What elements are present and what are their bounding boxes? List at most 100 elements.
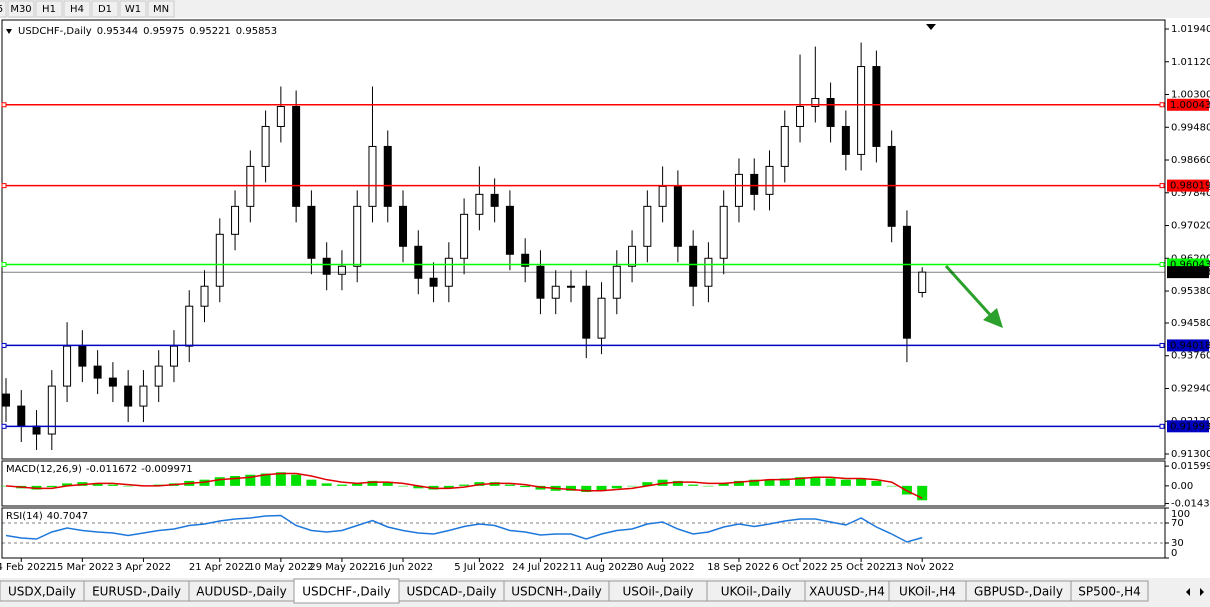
candle-body [780, 125, 789, 167]
timeframe-label[interactable]: H1 [42, 4, 56, 15]
tab[interactable]: USDCNH-,Daily [503, 580, 610, 602]
tab[interactable]: USDX,Daily [0, 580, 85, 602]
timeframe-button[interactable] [63, 0, 91, 18]
level-tag [1167, 420, 1209, 433]
timeframe-button[interactable] [0, 0, 7, 18]
tab[interactable]: UKOil-,Daily [706, 580, 806, 602]
candle-body [918, 271, 927, 293]
candle-body [628, 245, 637, 267]
candle-body [841, 125, 850, 155]
x-tick-label: 25 Oct 2022 [830, 562, 892, 573]
rsi-y-tick-label: 30 [1171, 538, 1184, 549]
tab[interactable]: SP500-,H4 [1070, 580, 1149, 602]
scroll-right[interactable] [1200, 588, 1204, 596]
macd-bar [92, 483, 103, 486]
rsi-value: 40.7047 [47, 511, 88, 522]
timeframe-label[interactable]: D1 [98, 4, 112, 15]
macd-bar [291, 474, 302, 486]
tab-label[interactable]: AUDUSD-,Daily [196, 585, 286, 599]
tab-label[interactable]: GBPUSD-,Daily [974, 585, 1063, 599]
macd-bar [230, 475, 241, 486]
macd-bar [795, 477, 806, 486]
tab-label[interactable]: USDX,Daily [8, 585, 76, 599]
candle-body [734, 173, 743, 207]
candle-body [689, 245, 698, 287]
macd-bar [398, 485, 409, 487]
timeframe-label[interactable]: H4 [70, 4, 84, 15]
macd-y-tick-label: 0.01599 [1171, 461, 1210, 472]
tab[interactable]: AUDUSD-,Daily [188, 580, 295, 602]
tab[interactable]: GBPUSD-,Daily [965, 580, 1072, 602]
ohlc-value: 0.95853 [236, 26, 277, 37]
timeframe-label[interactable]: M30 [10, 4, 31, 15]
x-tick-label: 24 Jul 2022 [512, 562, 569, 573]
macd-panel [1, 460, 1166, 507]
candle-body [78, 345, 87, 367]
timeframe-label[interactable]: W1 [125, 4, 141, 15]
tab-label[interactable]: USDCNH-,Daily [511, 585, 602, 599]
tab-label[interactable]: EURUSD-,Daily [92, 585, 181, 599]
candle-body [307, 205, 316, 259]
candle-body [719, 205, 728, 259]
price-label: 0.95853 [1170, 267, 1210, 278]
ohlc-value: 0.95221 [189, 26, 230, 37]
chart-header: USDCHF-,Daily 0.95344 0.95975 0.95221 0.9585… [18, 26, 277, 37]
macd-signal: -0.009971 [141, 464, 192, 475]
timeframe-label[interactable]: 5 [0, 4, 3, 15]
x-tick-label: 5 Jul 2022 [454, 562, 504, 573]
level-label: 1.00043 [1170, 100, 1210, 111]
timeframe-button[interactable] [35, 0, 63, 18]
rsi-panel [1, 507, 1166, 559]
level-handle [1, 423, 7, 429]
level-tag [1167, 339, 1209, 352]
tab-label[interactable]: SP500-,H4 [1078, 585, 1141, 599]
tab-label[interactable]: USOil-,Daily [622, 585, 693, 599]
timeframe-button[interactable] [91, 0, 119, 18]
macd-bar [413, 485, 424, 489]
y-tick-label: 0.93760 [1171, 351, 1210, 362]
macd-bar [917, 485, 928, 501]
macd-bar [245, 474, 256, 486]
candle-body [826, 98, 835, 127]
candle-body [857, 66, 866, 155]
tab[interactable]: USOil-,Daily [608, 580, 708, 602]
tab[interactable]: UKOil-,H4 [888, 580, 967, 602]
rsi-header: RSI(14) 40.7047 [6, 511, 88, 522]
x-tick-label: 15 Mar 2022 [51, 562, 114, 573]
x-tick-label: 24 Feb 2022 [0, 562, 52, 573]
timeframe-button[interactable] [147, 0, 175, 18]
macd-bar [123, 485, 134, 487]
macd-bar [764, 479, 775, 486]
tab[interactable]: XAUUSD-,H4 [804, 580, 890, 602]
candle-body [765, 165, 774, 195]
tab-label[interactable]: USDCAD-,Daily [407, 585, 497, 599]
rsi-y-tick-label: 0 [1171, 548, 1177, 559]
y-tick-label: 1.01940 [1171, 24, 1210, 35]
scroll-left[interactable] [1186, 588, 1190, 596]
candle-body [582, 285, 591, 339]
tab[interactable]: USDCAD-,Daily [398, 580, 505, 602]
y-tick-label: 0.92940 [1171, 383, 1210, 394]
macd-bar [825, 478, 836, 486]
tab-label[interactable]: UKOil-,H4 [899, 585, 956, 599]
tab[interactable]: USDCHF-,Daily [293, 578, 400, 604]
x-tick-label: 18 Sep 2022 [707, 562, 770, 573]
tab-label[interactable]: USDCHF-,Daily [302, 585, 390, 599]
level-label: 0.91993 [1170, 421, 1210, 432]
macd-bar [688, 484, 699, 486]
macd-bar [306, 479, 317, 486]
macd-bar [520, 485, 531, 488]
tab[interactable]: EURUSD-,Daily [83, 580, 190, 602]
arrow-shaft [944, 264, 995, 320]
tab-label[interactable]: UKOil-,Daily [721, 585, 792, 599]
macd-bar [352, 483, 363, 486]
level-label: 0.96043 [1170, 260, 1210, 271]
timeframe-label[interactable]: MN [153, 4, 169, 15]
tab-label[interactable]: XAUUSD-,H4 [809, 585, 885, 599]
candle-body [292, 105, 301, 207]
macd-bar [749, 479, 760, 486]
timeframe-button[interactable] [119, 0, 147, 18]
tab-box[interactable] [1070, 580, 1149, 602]
tab-box[interactable] [293, 578, 400, 604]
timeframe-button[interactable] [7, 0, 35, 18]
